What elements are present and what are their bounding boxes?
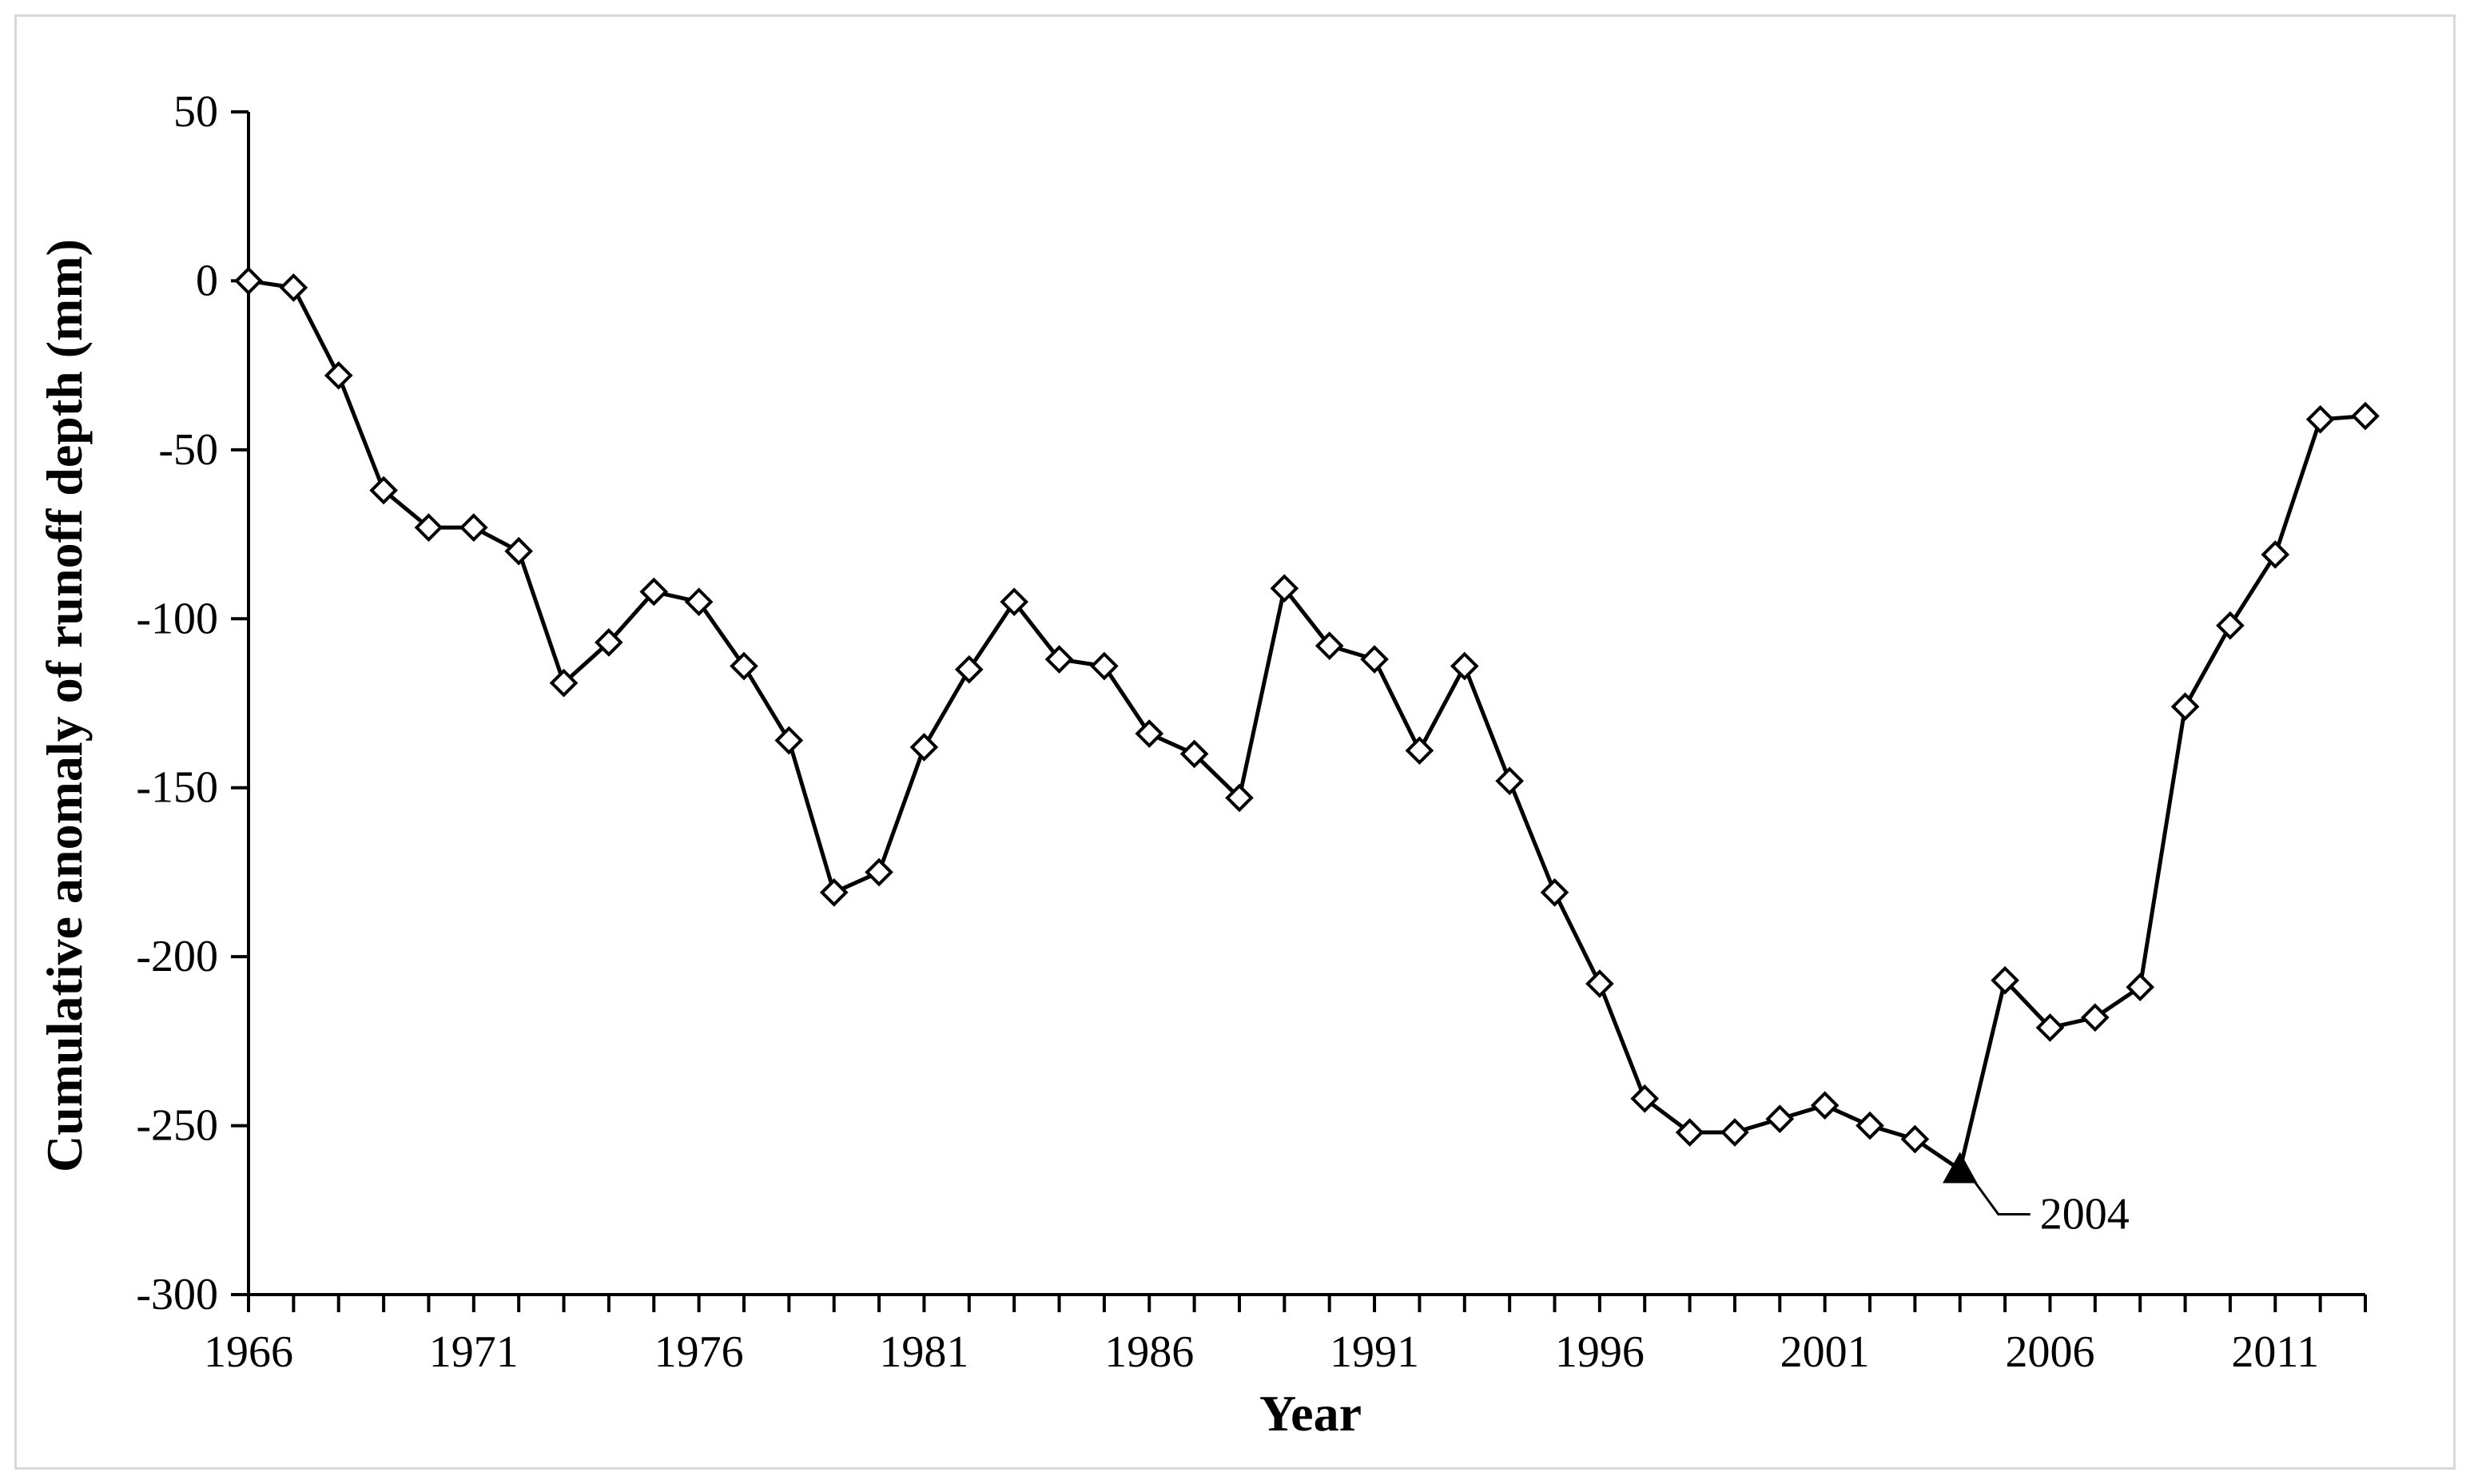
data-point-marker — [324, 361, 353, 390]
data-point-marker — [234, 266, 263, 296]
annotations-group: 2004 — [1943, 1152, 2130, 1239]
data-point-marker — [1090, 651, 1119, 681]
data-point-marker — [504, 536, 533, 566]
data-point-marker — [1360, 645, 1389, 674]
data-point-marker — [1044, 645, 1074, 674]
data-point-marker — [459, 513, 488, 542]
data-point-marker — [414, 513, 443, 542]
annotation-label: 2004 — [2040, 1190, 2130, 1239]
data-point-marker — [595, 628, 623, 657]
x-tick-label: 2006 — [2005, 1327, 2094, 1377]
data-point-marker — [774, 726, 804, 755]
data-point-marker — [2126, 973, 2155, 1002]
x-axis-title: Year — [1259, 1385, 1362, 1442]
x-tick-label: 2011 — [2231, 1327, 2319, 1377]
data-point-marker — [1000, 587, 1028, 616]
data-point-marker — [1540, 877, 1569, 907]
data-point-marker — [1315, 631, 1344, 660]
data-point-marker — [2170, 692, 2200, 722]
data-point-marker — [909, 733, 939, 762]
data-point-marker — [639, 577, 669, 607]
data-point-marker — [1450, 651, 1479, 681]
series-group — [248, 278, 2366, 1172]
y-tick-label: -150 — [136, 763, 218, 813]
x-tick-label: 1976 — [654, 1327, 744, 1377]
x-tick-label: 1991 — [1330, 1327, 1419, 1377]
data-point-marker — [1630, 1084, 1660, 1113]
x-tick-label: 1981 — [879, 1327, 969, 1377]
annotation-leader-line — [1971, 1178, 2030, 1216]
data-point-marker — [2305, 404, 2335, 434]
y-tick-label: -250 — [136, 1101, 218, 1151]
chart-frame — [14, 14, 2456, 1470]
data-point-marker — [1810, 1091, 1840, 1120]
data-point-marker — [684, 587, 714, 616]
y-tick-label: -200 — [136, 932, 218, 981]
data-point-marker — [2216, 611, 2245, 640]
data-point-marker — [279, 273, 308, 302]
y-tick-label: -300 — [136, 1270, 218, 1319]
data-point-marker — [1675, 1118, 1704, 1147]
data-point-marker — [1900, 1124, 1930, 1154]
y-tick-label: 50 — [173, 87, 218, 137]
data-point-marker — [2081, 1003, 2110, 1032]
data-point-marker — [2035, 1013, 2065, 1042]
data-point-marker — [1135, 719, 1164, 748]
x-tick-label: 1996 — [1555, 1327, 1645, 1377]
data-point-marker — [1991, 965, 2019, 995]
data-point-marker — [1179, 739, 1209, 769]
x-tick-label: 1986 — [1104, 1327, 1194, 1377]
x-tick-label: 2001 — [1780, 1327, 1870, 1377]
data-point-marker — [1405, 736, 1434, 766]
data-point-marker — [549, 668, 579, 698]
y-tick-label: -50 — [158, 425, 218, 475]
data-point-marker — [865, 857, 893, 887]
data-point-marker — [369, 475, 398, 505]
data-point-marker — [1225, 783, 1254, 813]
markers-group — [234, 266, 2380, 1154]
y-tick-label: -100 — [136, 594, 218, 643]
data-point-marker — [1270, 574, 1299, 603]
data-point-marker — [1765, 1104, 1795, 1133]
data-point-marker — [2351, 401, 2380, 431]
data-point-marker — [954, 654, 984, 684]
series-line — [248, 278, 2366, 1172]
data-point-marker — [1855, 1111, 1884, 1140]
x-tick-label: 1966 — [204, 1327, 293, 1377]
y-axis-title: Cumulative anomaly of runoff depth (mm) — [36, 239, 93, 1172]
data-point-marker — [730, 651, 758, 681]
annotation-triangle-marker — [1943, 1152, 1978, 1184]
x-tick-label: 1971 — [429, 1327, 519, 1377]
data-point-marker — [1585, 969, 1614, 998]
y-tick-label: 0 — [196, 256, 218, 305]
data-point-marker — [819, 877, 849, 907]
data-point-marker — [2261, 540, 2290, 569]
data-point-marker — [1720, 1118, 1749, 1147]
data-point-marker — [1495, 766, 1524, 796]
axes: 50 0 -50 -100 -150 -200 -250 -300 1966 1971 1976 19… — [136, 87, 2367, 1377]
